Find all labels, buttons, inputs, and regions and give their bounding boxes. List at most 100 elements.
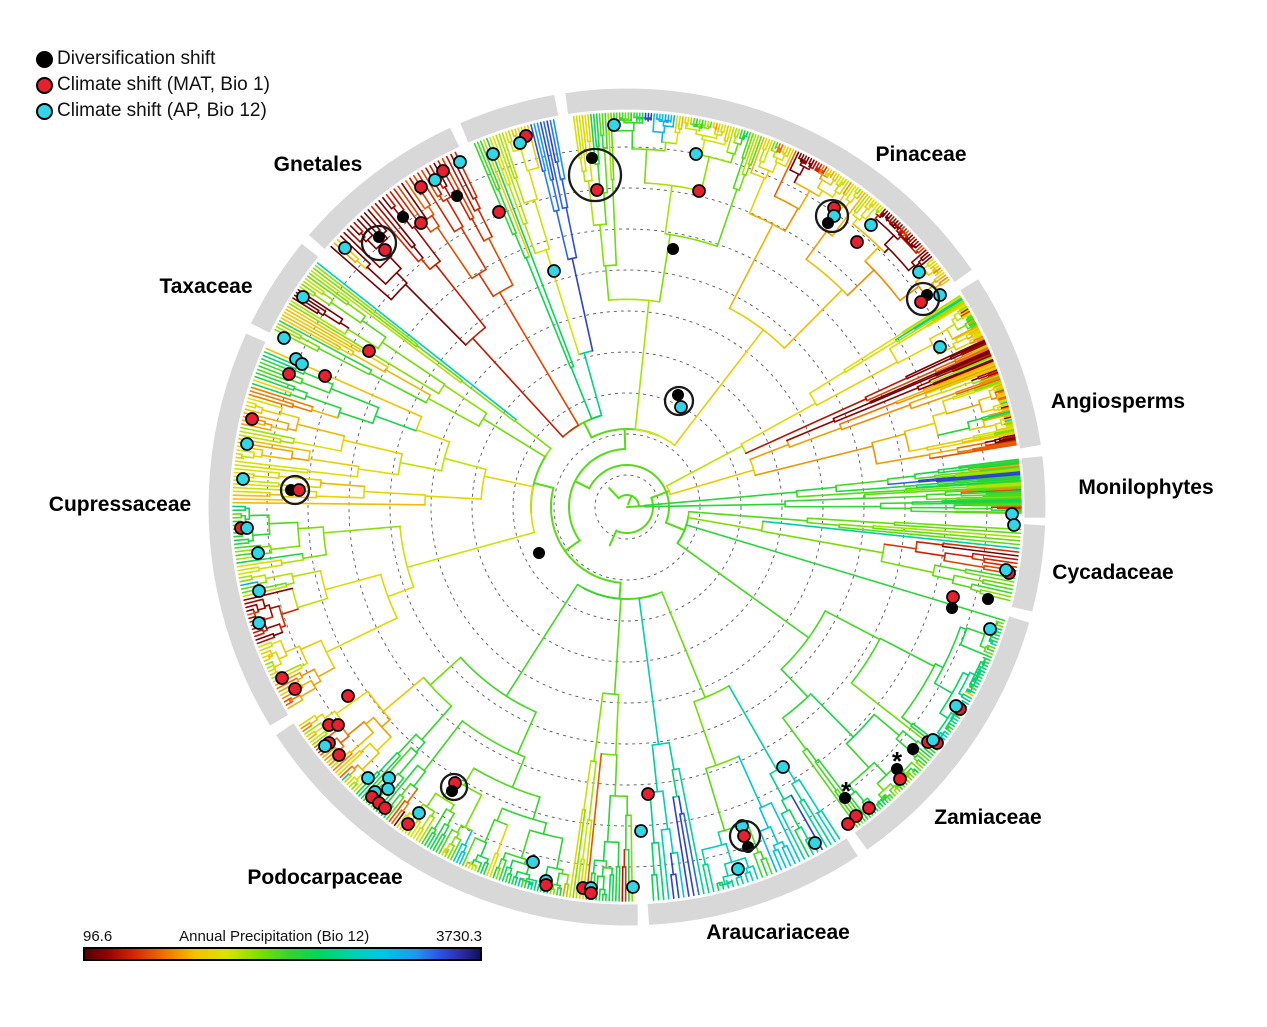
mat-shift-marker [282, 367, 296, 381]
ap-shift-marker [240, 437, 254, 451]
clade-label-monilophytes: Monilophytes [1078, 476, 1214, 499]
precipitation-colorbar: 96.6 Annual Precipitation (Bio 12) 3730.… [83, 928, 482, 961]
ap-shift-marker [318, 739, 332, 753]
ap-shift-marker [776, 760, 790, 774]
diversification-shift-marker [533, 547, 545, 559]
mat-shift-marker [275, 671, 289, 685]
ap-shift-marker [808, 836, 822, 850]
ap-shift-marker [382, 771, 396, 785]
highlighted-shift-circle [439, 772, 469, 802]
ap-shift-marker [240, 521, 254, 535]
colorbar-max-value: 3730.3 [436, 928, 482, 945]
ap-shift-marker [607, 118, 621, 132]
ap-shift-marker [251, 546, 265, 560]
highlighted-shift-circle [360, 224, 398, 262]
highlighted-shift-circle [279, 474, 311, 506]
clade-podocarpaceae [298, 583, 634, 902]
ap-shift-marker [634, 824, 648, 838]
mat-shift-marker [492, 205, 506, 219]
diversification-shift-marker [446, 785, 458, 797]
ap-shift-marker [731, 862, 745, 876]
ap-shift-marker [933, 340, 947, 354]
mat-shift-marker [850, 235, 864, 249]
ap-shift-marker [486, 147, 500, 161]
legend-label: Climate shift (MAT, Bio 1) [57, 74, 270, 95]
clade-label-pinaceae: Pinaceae [875, 143, 967, 166]
ap-shift-marker [453, 155, 467, 169]
highlighted-shift-circle [905, 281, 941, 317]
mat-shift-marker [401, 817, 415, 831]
ap-shift-marker [252, 616, 266, 630]
clade-cycadaceae [687, 510, 1022, 602]
ap-shift-marker [277, 331, 291, 345]
diversification-shift-marker [946, 602, 958, 614]
asterisk-marks: ** [841, 746, 903, 806]
legend-label: Climate shift (AP, Bio 12) [57, 100, 267, 121]
asterisk-mark: * [892, 746, 903, 776]
ap-shift-marker [361, 771, 375, 785]
clade-angiosperms [665, 295, 1017, 496]
mat-shift-marker [893, 772, 907, 786]
legend-item-diversification: Diversification shift [36, 46, 270, 72]
clade-label-araucariaceae: Araucariaceae [706, 921, 850, 944]
ap-shift-marker [674, 400, 688, 414]
clade-gnetales-a [473, 119, 603, 420]
mat-shift-marker [862, 801, 876, 815]
legend-label: Diversification shift [57, 48, 216, 69]
mat-shift-marker [946, 590, 960, 604]
clade-araucariaceae [638, 591, 841, 901]
clade-label-cupressaceae: Cupressaceae [48, 493, 192, 516]
diversification-shift-marker [891, 763, 903, 775]
ap-shift-marker [252, 584, 266, 598]
ap-shift-marker [689, 147, 703, 161]
diversification-shift-marker [672, 389, 684, 401]
highlighted-shift-circle [728, 819, 762, 853]
colorbar-gradient [83, 947, 482, 961]
colorbar-title: Annual Precipitation (Bio 12) [179, 928, 370, 945]
mat-shift-marker [914, 295, 928, 309]
diversification-shift-marker [982, 593, 994, 605]
ap-shift-marker [412, 806, 426, 820]
diversification-shift-marker [822, 217, 834, 229]
clade-label-angiosperms: Angiosperms [1050, 390, 1186, 413]
highlighted-shift-circle [814, 198, 850, 234]
colorbar-min-value: 96.6 [83, 928, 113, 945]
mat-shift-marker [292, 483, 306, 497]
ap-shift-marker [236, 472, 250, 486]
clade-pinaceae [572, 112, 950, 446]
mat-shift-marker [539, 878, 553, 892]
legend-item-climate-mat: Climate shift (MAT, Bio 1) [36, 72, 270, 98]
ap-shift-marker [626, 880, 640, 894]
mat-shift-marker [362, 344, 376, 358]
ap-shift-marker [926, 733, 940, 747]
ap-shift-marker [864, 218, 878, 232]
ap-shift-marker [428, 173, 442, 187]
mat-shift-marker [331, 718, 345, 732]
mat-shift-marker [378, 243, 392, 257]
clade-label-podocarpaceae: Podocarpaceae [247, 866, 403, 889]
highlighted-shift-circle [663, 385, 695, 417]
ap-shift-marker [513, 136, 527, 150]
diversification-shift-marker [451, 190, 463, 202]
legend: Diversification shift Climate shift (MAT… [36, 46, 270, 124]
mat-shift-marker [841, 817, 855, 831]
ap-shift-marker [949, 699, 963, 713]
clade-label-zamiaceae: Zamiaceae [934, 806, 1042, 829]
mat-shift-marker [641, 787, 655, 801]
diversification-shift-marker [586, 152, 598, 164]
diversification-shift-marker [397, 211, 409, 223]
mat-shift-marker [849, 809, 863, 823]
ap-shift-marker [999, 563, 1013, 577]
diversification-shift-marker [907, 743, 919, 755]
mat-shift-marker [414, 180, 428, 194]
mat-shift-marker [737, 829, 751, 843]
ap-shift-marker [983, 622, 997, 636]
mat-shift-icon [36, 76, 53, 94]
mat-shift-marker [584, 886, 598, 900]
highlight-circles [279, 147, 941, 853]
clade-monilophytes [644, 458, 1022, 515]
ap-shift-marker [547, 264, 561, 278]
mat-shift-marker [590, 183, 604, 197]
ap-shift-marker [338, 241, 352, 255]
